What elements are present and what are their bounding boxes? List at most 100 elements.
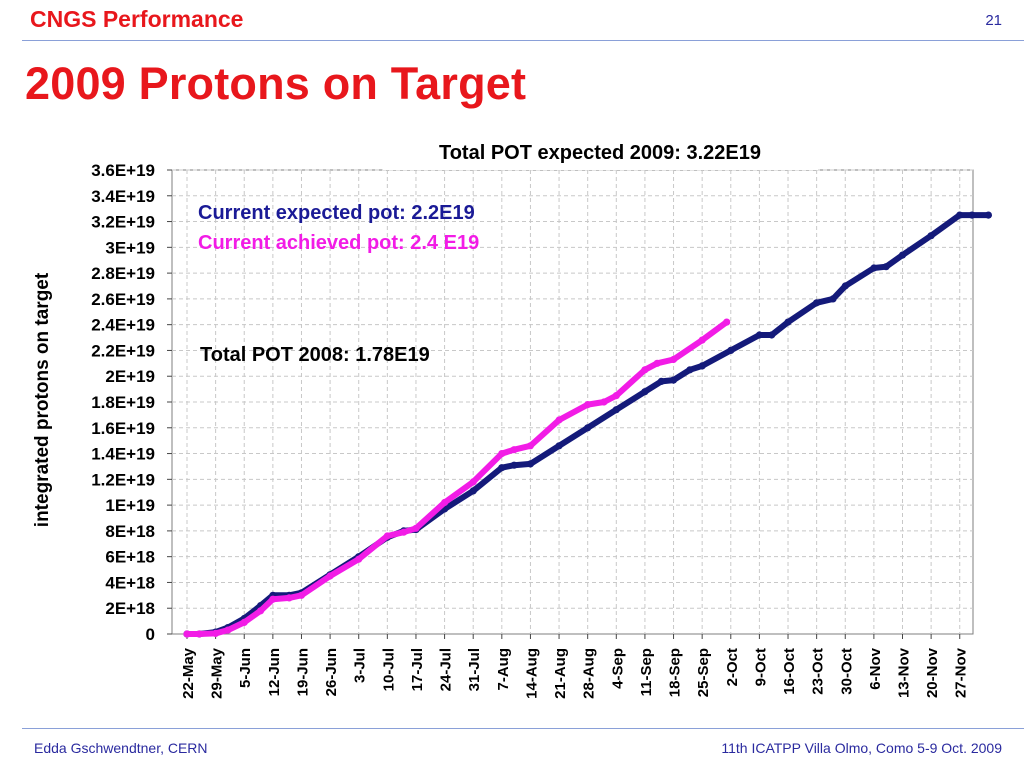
data-point xyxy=(612,392,620,400)
data-point xyxy=(882,263,890,271)
x-tick-label: 4-Sep xyxy=(609,648,626,689)
annotation-current-achieved: Current achieved pot: 2.4 E19 xyxy=(198,232,479,254)
data-point xyxy=(498,464,506,472)
data-point xyxy=(469,487,477,495)
data-point xyxy=(257,607,265,615)
y-tick-label: 1.6E+19 xyxy=(91,419,155,438)
x-tick-label: 3-Jul xyxy=(352,648,369,683)
data-point xyxy=(526,442,535,450)
y-axis: 0 2E+18 4E+18 6E+18 8E+18 1E+19 1.2E+19 1.4E+19… xyxy=(91,161,172,644)
x-tick-label: 14-Aug xyxy=(523,648,540,699)
achieved-pot-points xyxy=(183,318,731,638)
data-point xyxy=(498,450,506,458)
data-point xyxy=(927,232,935,240)
x-tick-label: 2-Oct xyxy=(724,648,741,686)
data-point xyxy=(686,366,694,374)
x-tick-label: 11-Sep xyxy=(638,648,655,696)
x-tick-label: 9-Oct xyxy=(752,648,769,686)
y-tick-label: 8E+18 xyxy=(105,522,155,541)
annotation-current-expected: Current expected pot: 2.2E19 xyxy=(198,202,475,224)
header-divider xyxy=(22,40,1024,41)
data-point xyxy=(898,251,907,259)
data-point xyxy=(326,572,334,580)
footer-divider xyxy=(22,728,1024,729)
x-tick-label: 13-Nov xyxy=(896,647,913,698)
data-point xyxy=(297,591,306,599)
y-tick-label: 6E+18 xyxy=(105,548,155,567)
annotation-total-2008: Total POT 2008: 1.78E19 xyxy=(200,344,430,366)
x-tick-label: 24-Jul xyxy=(438,648,455,691)
data-point xyxy=(510,446,518,454)
x-tick-label: 29-May xyxy=(209,647,226,699)
y-tick-label: 2E+18 xyxy=(105,599,155,618)
x-tick-label: 21-Aug xyxy=(552,648,569,699)
x-tick-label: 17-Jul xyxy=(409,648,426,691)
data-point xyxy=(755,331,764,339)
data-point xyxy=(195,630,203,638)
data-point xyxy=(841,282,849,290)
x-tick-label: 22-May xyxy=(180,647,197,699)
data-point xyxy=(669,355,678,364)
data-point xyxy=(183,630,191,638)
data-point xyxy=(641,388,649,396)
chart-title-background xyxy=(383,136,818,170)
x-tick-label: 18-Sep xyxy=(667,648,684,697)
data-point xyxy=(584,424,592,432)
data-point xyxy=(600,398,608,406)
y-tick-label: 2.8E+19 xyxy=(91,264,155,283)
data-point xyxy=(669,376,678,384)
y-tick-label: 1.2E+19 xyxy=(91,470,155,489)
y-tick-label: 2.4E+19 xyxy=(91,316,155,335)
x-tick-label: 28-Aug xyxy=(581,648,598,699)
x-tick-label: 10-Jul xyxy=(380,648,397,691)
section-title: CNGS Performance xyxy=(30,6,244,32)
data-point xyxy=(657,377,665,385)
x-tick-label: 19-Jun xyxy=(294,648,311,696)
y-tick-label: 3.4E+19 xyxy=(91,187,155,206)
data-point xyxy=(285,594,293,602)
data-point xyxy=(584,401,592,409)
x-axis: 22-May 29-May 5-Jun 12-Jun 19-Jun 26-Jun 3-Jul… xyxy=(180,634,970,699)
x-tick-label: 7-Aug xyxy=(495,648,512,691)
chart-title: Total POT expected 2009: 3.22E19 xyxy=(439,142,761,164)
page-number: 21 xyxy=(985,12,1002,29)
slide-title: 2009 Protons on Target xyxy=(25,58,527,109)
data-point xyxy=(526,460,535,468)
data-point xyxy=(269,595,277,603)
footer-event: 11th ICATPP Villa Olmo, Como 5-9 Oct. 20… xyxy=(721,740,1002,756)
data-point xyxy=(653,359,661,367)
x-tick-label: 31-Jul xyxy=(466,648,483,691)
data-point xyxy=(968,211,976,219)
y-tick-label: 3.2E+19 xyxy=(91,213,155,232)
data-point xyxy=(212,629,220,638)
x-tick-label: 23-Oct xyxy=(810,648,827,695)
x-tick-label: 16-Oct xyxy=(781,648,798,695)
data-point xyxy=(400,528,408,536)
y-tick-label: 0 xyxy=(146,625,155,644)
data-point xyxy=(240,618,248,627)
data-point xyxy=(412,524,420,532)
x-tick-label: 25-Sep xyxy=(695,648,712,697)
y-tick-label: 2E+19 xyxy=(105,367,155,386)
data-point xyxy=(829,295,837,303)
data-point xyxy=(510,461,518,469)
footer-author: Edda Gschwendtner, CERN xyxy=(34,740,208,756)
data-point xyxy=(698,362,706,370)
data-point xyxy=(698,336,706,344)
data-point xyxy=(813,299,821,307)
y-axis-label: integrated protons on target xyxy=(32,272,53,527)
y-tick-label: 3E+19 xyxy=(105,238,155,257)
data-point xyxy=(641,366,649,374)
x-tick-label: 12-Jun xyxy=(266,648,283,696)
y-tick-label: 1.4E+19 xyxy=(91,445,155,464)
data-point xyxy=(441,498,449,507)
x-tick-label: 30-Oct xyxy=(838,648,855,695)
gridlines xyxy=(172,169,973,634)
data-point xyxy=(723,318,731,326)
data-point xyxy=(612,406,620,414)
y-tick-label: 2.6E+19 xyxy=(91,290,155,309)
data-point xyxy=(383,532,391,540)
y-tick-label: 4E+18 xyxy=(105,573,155,592)
y-tick-label: 3.6E+19 xyxy=(91,161,155,180)
data-point xyxy=(784,318,792,326)
